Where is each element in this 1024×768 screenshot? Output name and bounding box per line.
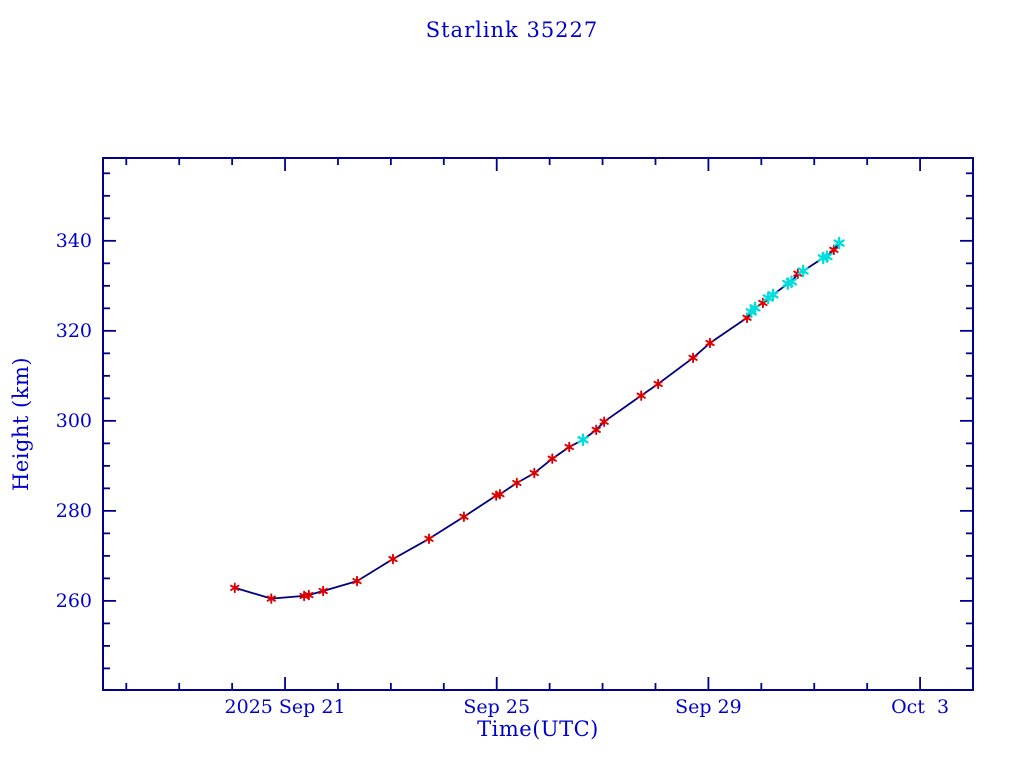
plot-frame: [102, 157, 974, 691]
x-tick-label: 2025 Sep 21: [225, 696, 346, 718]
data-point-marker-red: [705, 337, 715, 349]
y-tick-label: 340: [56, 230, 92, 252]
data-point-marker-cyan: [577, 433, 589, 447]
data-point-marker-red: [688, 352, 698, 364]
data-point-marker-cyan: [833, 236, 845, 250]
data-point-marker-red: [591, 424, 601, 436]
data-point-marker-red: [564, 441, 574, 453]
x-axis-label: Time(UTC): [477, 717, 599, 741]
x-tick-label: Sep 25: [463, 696, 530, 718]
y-axis-label: Height (km): [9, 356, 33, 492]
data-point-marker-red: [495, 488, 505, 500]
data-point-marker-cyan: [767, 288, 779, 302]
x-tick-label: Oct 3: [891, 696, 949, 718]
data-point-marker-cyan: [797, 264, 809, 278]
y-tick-label: 280: [56, 500, 92, 522]
data-point-marker-red: [266, 593, 276, 604]
x-tick-label: Sep 29: [675, 696, 742, 718]
data-point-marker-red: [230, 582, 240, 594]
data-point-marker-red: [529, 467, 539, 479]
data-point-marker-red: [636, 390, 646, 401]
data-point-marker-red: [424, 533, 434, 545]
data-point-marker-red: [459, 511, 469, 522]
height-curve: [234, 242, 840, 600]
chart-title: Starlink 35227: [425, 18, 599, 42]
data-point-marker-red: [512, 477, 522, 489]
data-point-marker-cyan: [821, 250, 833, 263]
data-point-marker-red: [653, 378, 663, 390]
data-point-marker-cyan: [749, 301, 761, 315]
data-point-marker-red: [829, 244, 839, 256]
y-tick-label: 300: [56, 410, 92, 432]
data-point-marker-red: [318, 585, 328, 597]
data-point-marker-cyan: [785, 275, 798, 289]
data-point-marker-red: [388, 553, 398, 565]
data-point-marker-red: [599, 416, 609, 427]
data-point-marker-red: [352, 575, 362, 587]
data-point-marker-red: [547, 453, 557, 464]
data-point-marker-red: [304, 589, 314, 601]
y-tick-label: 260: [56, 590, 92, 612]
y-tick-label: 320: [56, 320, 92, 342]
